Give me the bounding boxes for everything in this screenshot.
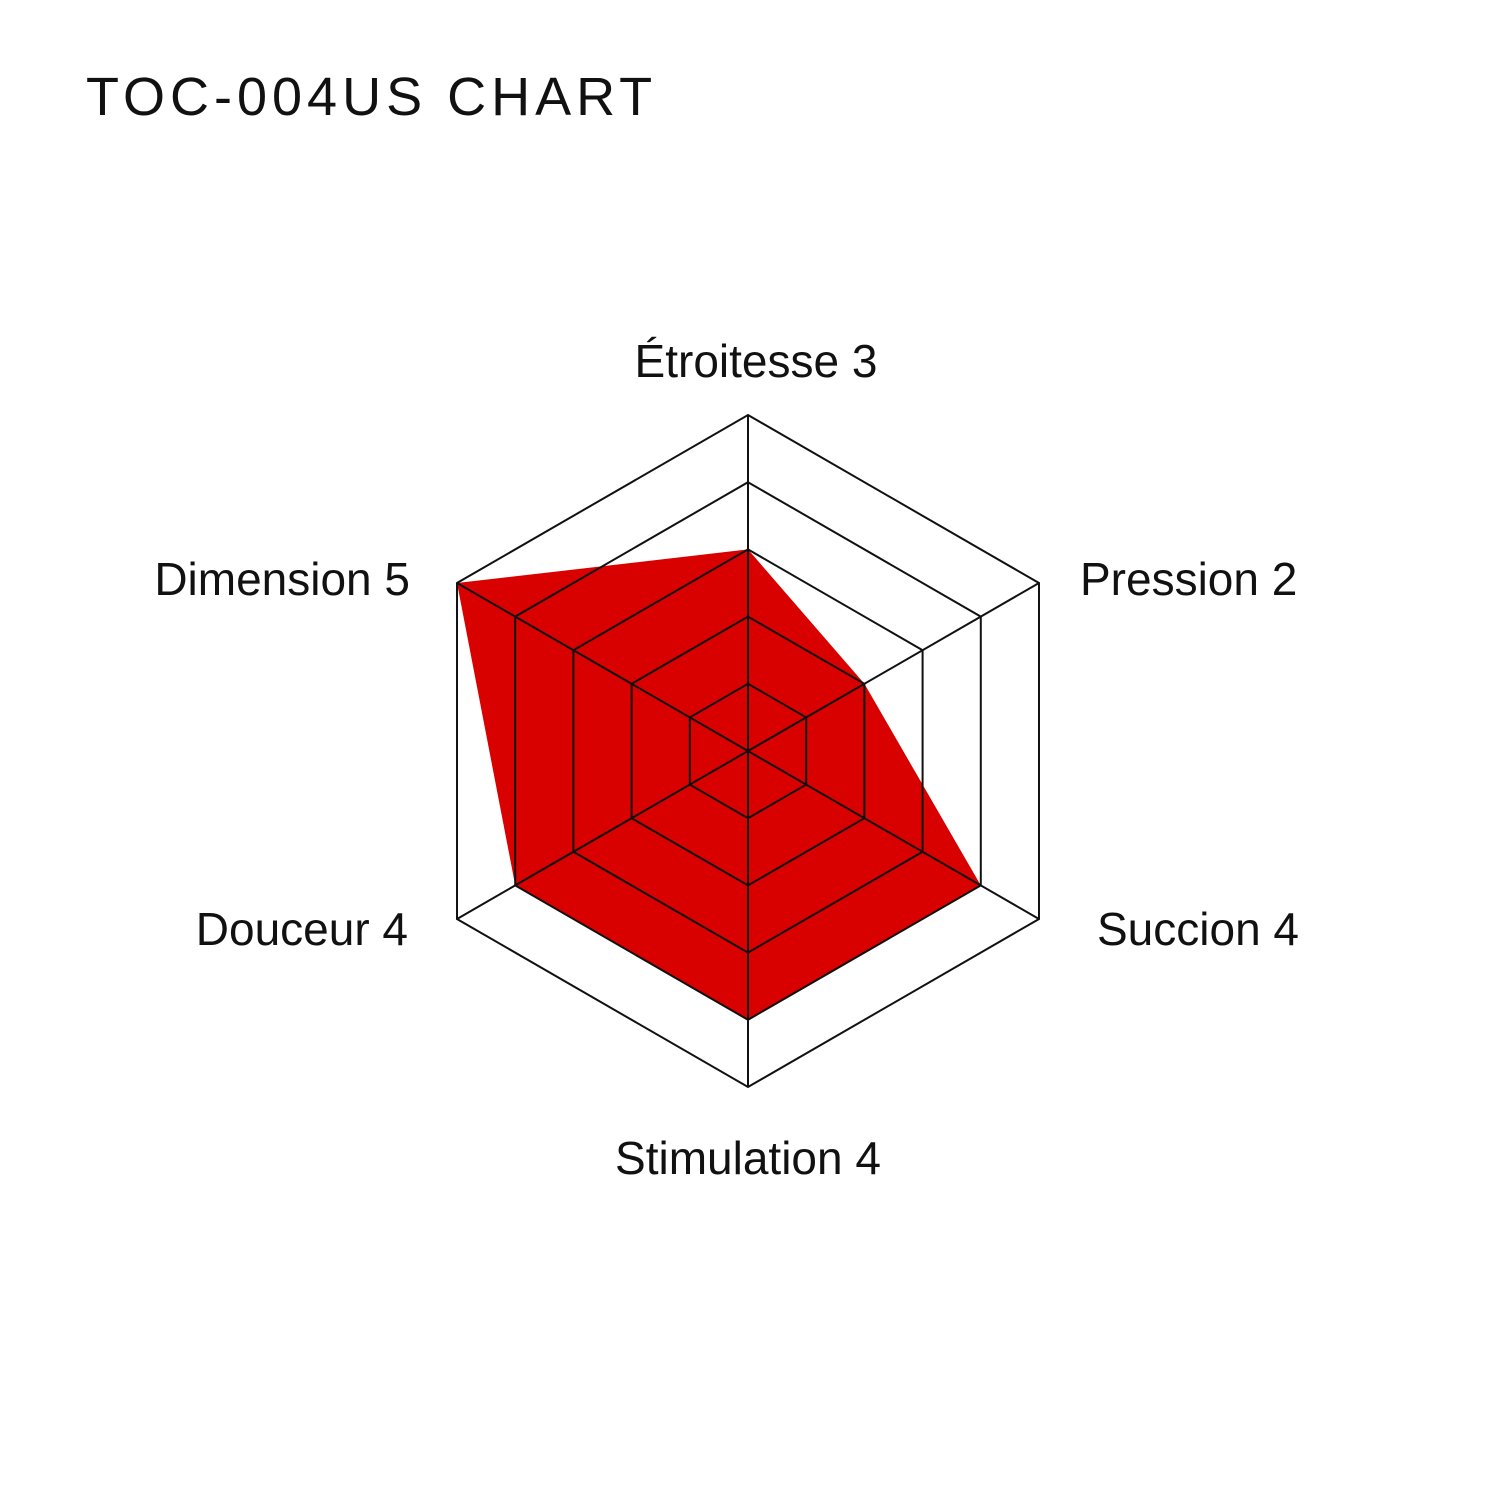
axis-label-stimulation: Stimulation 4: [615, 1132, 881, 1184]
data-area: [457, 549, 981, 1020]
axis-label-succion: Succion 4: [1097, 903, 1299, 955]
axis-spoke-1: [747, 582, 1040, 752]
axis-label-étroitesse: Étroitesse 3: [635, 335, 878, 387]
axis-label-dimension: Dimension 5: [154, 553, 410, 605]
chart-title: TOC-004US CHART: [86, 67, 658, 127]
axis-spoke-2: [747, 750, 1040, 920]
axis-label-pression: Pression 2: [1080, 553, 1297, 605]
axis-spoke-4: [456, 750, 749, 920]
axis-spoke-5: [456, 582, 749, 752]
axis-label-douceur: Douceur 4: [196, 903, 408, 955]
